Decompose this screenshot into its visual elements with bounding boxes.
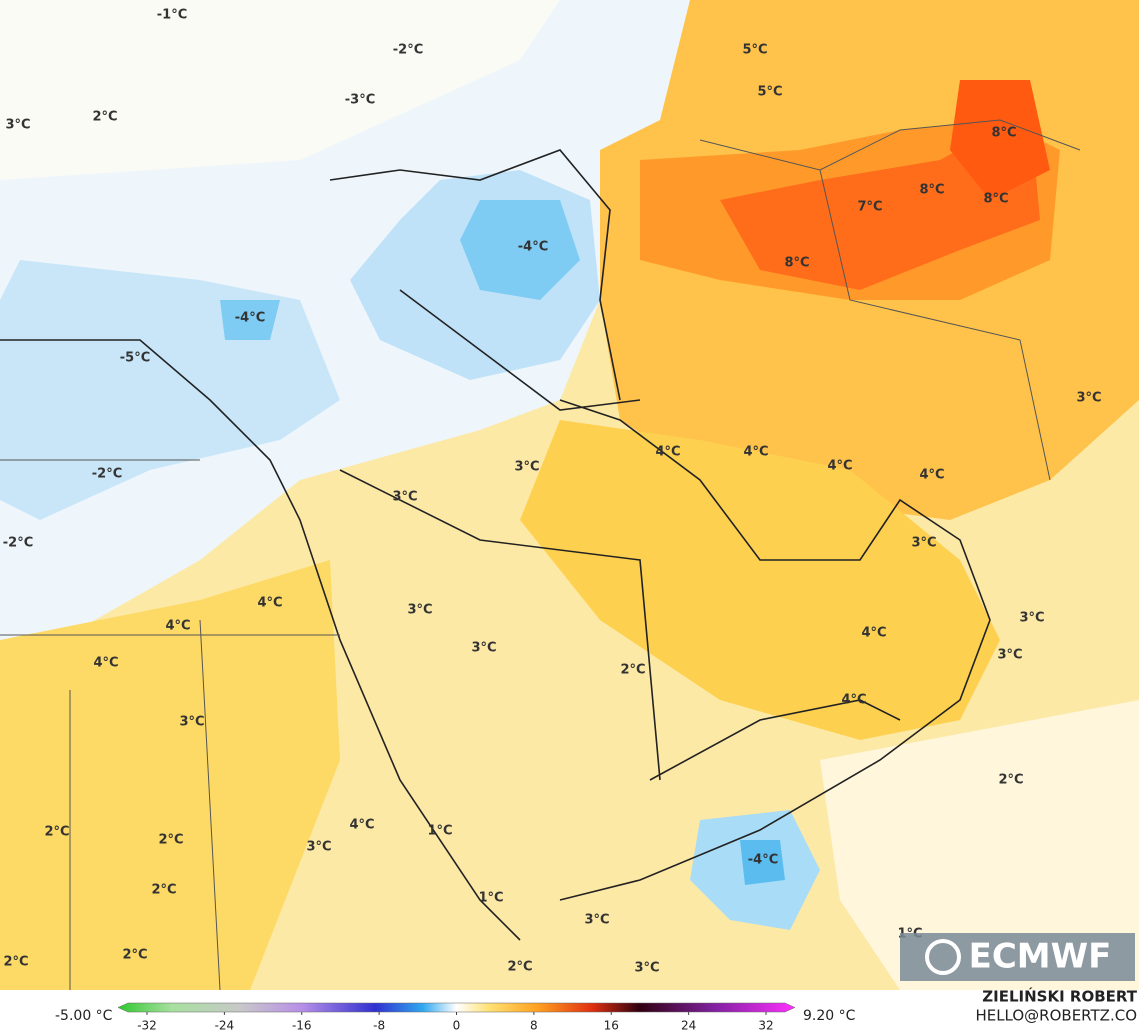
temperature-label: -3°C [345,93,375,108]
temperature-label: 2°C [92,110,117,125]
logo-text: ECMWF [969,937,1112,977]
colorbar-tick-label: 24 [681,1019,696,1033]
border-line [699,119,1081,481]
temperature-label: 5°C [742,43,767,58]
colorbar-tick-label: 8 [530,1019,538,1033]
temperature-label: -4°C [235,311,265,326]
map-labels: -1°C -2°C -3°C 3°C 2°C 5°C 5°C 8°C 7°C 8°C 8°C 8°C -… [3,8,1102,976]
temperature-label: 3°C [911,536,936,551]
colorbar-tick-label: 0 [453,1019,461,1033]
temperature-label: 7°C [857,200,882,215]
temperature-label: 1°C [427,824,452,839]
colorbar-tick-label: -32 [137,1019,157,1033]
colorbar-bar [117,1002,796,1013]
temperature-label: 3°C [997,648,1022,663]
author: ZIELIŃSKI ROBERT [982,987,1137,1006]
logo: ECMWF [900,933,1135,981]
colorbar-max-label: 9.20 °C [803,1008,856,1024]
warm-region [0,560,340,990]
temperature-label: 3°C [1019,611,1044,626]
temperature-label: 2°C [158,833,183,848]
temperature-label: 2°C [620,663,645,678]
temperature-label: 4°C [841,693,866,708]
colorbar-tick-label: -24 [215,1019,235,1033]
temperature-label: 4°C [93,656,118,671]
temperature-label: -2°C [92,467,122,482]
temperature-label: 2°C [44,825,69,840]
logo-icon [925,939,961,975]
temperature-label: -5°C [120,351,150,366]
temperature-label: 8°C [991,126,1016,141]
temperature-label: 3°C [471,641,496,656]
temperature-label: 4°C [165,619,190,634]
email: HELLO@ROBERTZ.CO [975,1007,1137,1025]
neutral-region [820,700,1139,990]
temperature-label: 4°C [257,596,282,611]
temperature-label: 3°C [5,118,30,133]
temperature-label: 3°C [392,490,417,505]
temperature-label: 3°C [306,840,331,855]
temperature-label: 3°C [407,603,432,618]
temperature-label: 4°C [743,445,768,460]
temperature-label: -1°C [157,8,187,23]
colorbar-tick-label: 32 [758,1019,773,1033]
hot-core [950,80,1050,200]
border-line [329,149,621,401]
temperature-label: 3°C [584,913,609,928]
temperature-label: 8°C [784,256,809,271]
temperature-label: 5°C [757,85,782,100]
border-line [339,289,901,781]
colorbar-tick-label: -8 [373,1019,385,1033]
temperature-label: 3°C [179,715,204,730]
temperature-label: 4°C [919,468,944,483]
neutral-region [0,0,560,180]
temperature-label: 1°C [478,891,503,906]
coastline [0,339,521,941]
colorbar-tick-label: 16 [604,1019,619,1033]
temperature-label: -2°C [393,43,423,58]
cold-core [460,200,580,300]
temperature-label: -2°C [3,536,33,551]
warm-region [520,420,1000,740]
temperature-label: 3°C [514,460,539,475]
temperature-label: 4°C [827,459,852,474]
map [0,0,1139,991]
temperature-label: 4°C [655,445,680,460]
temperature-label: -4°C [748,853,778,868]
temperature-label: 4°C [349,818,374,833]
border-line [0,459,340,991]
cold-core [740,840,785,885]
colorbar-min-label: -5.00 °C [55,1008,113,1024]
coastline [559,399,991,901]
temperature-label: 2°C [507,960,532,975]
cold-core [220,300,280,340]
temperature-label: 2°C [3,955,28,970]
temperature-label: 2°C [151,883,176,898]
colorbar-tick-label: -16 [292,1019,312,1033]
colorbar: -5.00 °C 9.20 °C -32 -24 -16 -8 0 8 16 24 32 [55,1002,856,1033]
temperature-label: 3°C [1076,391,1101,406]
temperature-label: 3°C [634,961,659,976]
temperature-label: 8°C [983,192,1008,207]
temperature-label: 8°C [919,183,944,198]
temperature-label: -4°C [518,240,548,255]
temperature-label: 2°C [998,773,1023,788]
temperature-label: 4°C [861,626,886,641]
temperature-label: 2°C [122,948,147,963]
